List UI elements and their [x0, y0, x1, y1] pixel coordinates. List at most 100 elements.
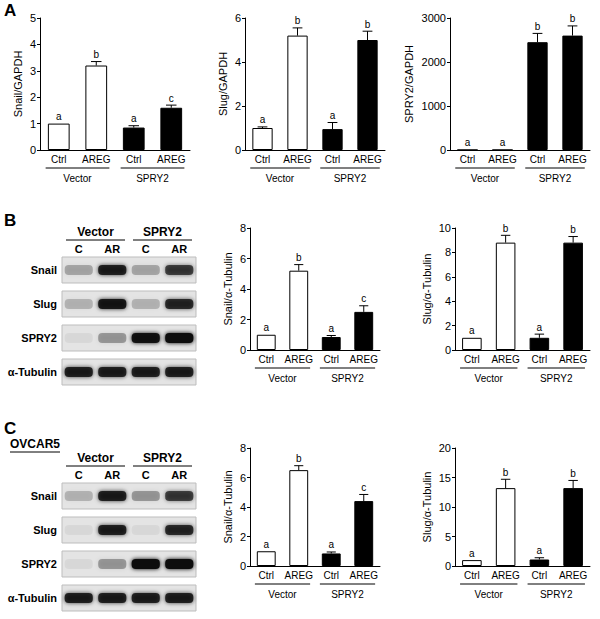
svg-text:AREG: AREG [285, 570, 314, 581]
svg-text:C: C [142, 243, 150, 255]
svg-text:Snail/α-Tubulin: Snail/α-Tubulin [222, 252, 234, 325]
svg-text:5: 5 [30, 12, 36, 24]
svg-text:0: 0 [235, 144, 241, 156]
svg-text:Vector: Vector [77, 451, 114, 465]
svg-text:0: 0 [445, 344, 451, 356]
svg-text:3: 3 [30, 65, 36, 77]
svg-text:A: A [4, 1, 16, 20]
svg-text:a: a [469, 548, 475, 559]
svg-text:Ctrl: Ctrl [323, 354, 339, 365]
svg-text:6: 6 [240, 472, 246, 484]
svg-text:Ctrl: Ctrl [464, 354, 480, 365]
svg-text:a: a [263, 322, 269, 333]
svg-text:4: 4 [240, 501, 246, 513]
svg-text:Slug/α-Tubulin: Slug/α-Tubulin [421, 254, 433, 325]
svg-text:a: a [537, 545, 543, 556]
svg-text:AREG: AREG [157, 154, 186, 165]
svg-text:b: b [570, 224, 576, 235]
svg-text:0: 0 [445, 560, 451, 572]
svg-text:SPRY2: SPRY2 [331, 373, 364, 384]
svg-text:4: 4 [445, 295, 451, 307]
svg-text:b: b [570, 468, 576, 479]
svg-text:0: 0 [30, 144, 36, 156]
svg-text:SPRY2: SPRY2 [331, 589, 364, 600]
svg-text:c: c [361, 293, 366, 304]
svg-text:C: C [142, 469, 150, 481]
svg-text:a: a [328, 539, 334, 550]
svg-text:5: 5 [445, 531, 451, 543]
svg-text:2: 2 [240, 314, 246, 326]
svg-text:b: b [535, 21, 541, 32]
svg-text:2: 2 [445, 320, 451, 332]
svg-text:Vector: Vector [266, 173, 295, 184]
svg-text:6: 6 [240, 253, 246, 265]
svg-text:SPRY2/GAPDH: SPRY2/GAPDH [403, 45, 415, 123]
svg-text:2: 2 [235, 100, 241, 112]
svg-text:a: a [465, 137, 471, 148]
svg-text:AREG: AREG [558, 154, 587, 165]
svg-text:Ctrl: Ctrl [464, 570, 480, 581]
svg-text:8: 8 [240, 222, 246, 234]
svg-text:6: 6 [445, 271, 451, 283]
svg-text:Ctrl: Ctrl [530, 154, 546, 165]
svg-text:SPRY2: SPRY2 [143, 451, 182, 465]
svg-text:4: 4 [240, 283, 246, 295]
svg-text:Slug: Slug [33, 298, 57, 310]
svg-text:a: a [260, 114, 266, 125]
svg-text:1000: 1000 [422, 100, 446, 112]
svg-text:SPRY2: SPRY2 [21, 558, 57, 570]
svg-text:AREG: AREG [350, 354, 379, 365]
svg-text:b: b [365, 19, 371, 30]
svg-text:AREG: AREG [353, 154, 382, 165]
svg-text:Ctrl: Ctrl [51, 154, 67, 165]
svg-text:AREG: AREG [491, 570, 520, 581]
svg-text:AR: AR [104, 469, 120, 481]
svg-text:Ctrl: Ctrl [532, 570, 548, 581]
svg-text:B: B [4, 211, 16, 230]
svg-text:b: b [296, 252, 302, 263]
svg-text:Slug/GAPDH: Slug/GAPDH [217, 52, 229, 116]
svg-text:SPRY2: SPRY2 [539, 173, 572, 184]
svg-text:2000: 2000 [422, 56, 446, 68]
svg-text:4: 4 [235, 56, 241, 68]
svg-text:AREG: AREG [559, 570, 588, 581]
svg-text:Vector: Vector [475, 373, 504, 384]
svg-text:2: 2 [30, 91, 36, 103]
svg-text:Snail: Snail [31, 490, 57, 502]
svg-text:AREG: AREG [285, 354, 314, 365]
svg-text:c: c [169, 93, 174, 104]
svg-text:α-Tubulin: α-Tubulin [8, 592, 58, 604]
svg-text:b: b [93, 49, 99, 60]
svg-text:0: 0 [440, 144, 446, 156]
svg-text:AR: AR [171, 243, 187, 255]
svg-text:b: b [295, 15, 301, 26]
svg-text:AREG: AREG [491, 354, 520, 365]
svg-text:b: b [503, 467, 509, 478]
svg-text:a: a [263, 539, 269, 550]
svg-text:Slug/α-Tubulin: Slug/α-Tubulin [421, 472, 433, 543]
svg-text:6: 6 [235, 12, 241, 24]
svg-text:AREG: AREG [559, 354, 588, 365]
svg-text:SPRY2: SPRY2 [334, 173, 367, 184]
svg-text:C: C [75, 469, 83, 481]
svg-text:Snail/GAPDH: Snail/GAPDH [12, 51, 24, 118]
svg-text:AREG: AREG [283, 154, 312, 165]
svg-text:Vector: Vector [77, 225, 114, 239]
svg-text:Ctrl: Ctrl [325, 154, 341, 165]
svg-text:b: b [570, 13, 576, 24]
svg-text:10: 10 [439, 222, 451, 234]
svg-text:SPRY2: SPRY2 [143, 225, 182, 239]
svg-text:OVCAR5: OVCAR5 [10, 437, 60, 451]
svg-text:8: 8 [240, 442, 246, 454]
svg-text:1: 1 [30, 118, 36, 130]
svg-text:4: 4 [30, 38, 36, 50]
svg-text:a: a [131, 113, 137, 124]
svg-text:Ctrl: Ctrl [323, 570, 339, 581]
svg-text:AR: AR [104, 243, 120, 255]
svg-text:10: 10 [439, 501, 451, 513]
svg-text:b: b [503, 223, 509, 234]
svg-text:Ctrl: Ctrl [126, 154, 142, 165]
svg-text:Vector: Vector [471, 173, 500, 184]
svg-text:AREG: AREG [82, 154, 111, 165]
svg-text:a: a [500, 137, 506, 148]
